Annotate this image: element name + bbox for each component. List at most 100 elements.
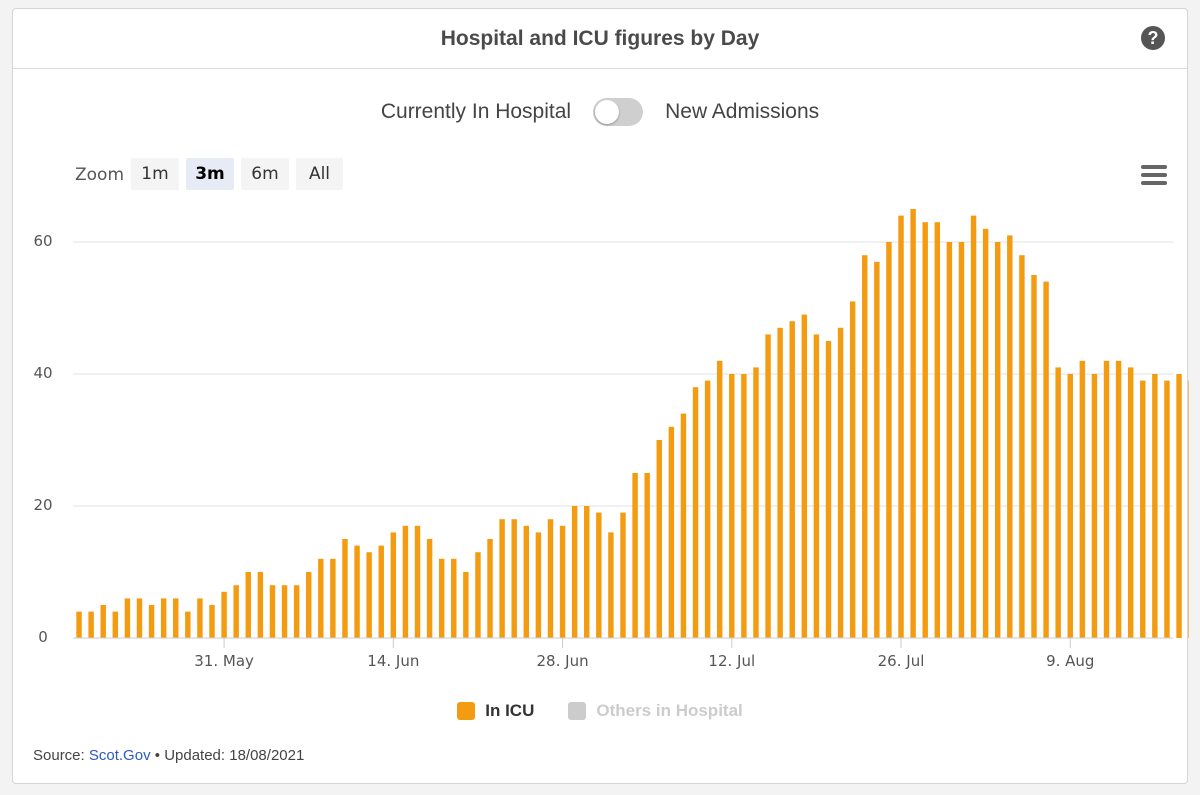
- zoom-6m-button[interactable]: 6m: [241, 158, 289, 190]
- export-menu-icon[interactable]: [1141, 165, 1167, 185]
- icu-bar[interactable]: [378, 545, 384, 638]
- icu-bar[interactable]: [982, 228, 989, 639]
- icu-bar[interactable]: [233, 585, 239, 638]
- icu-bar[interactable]: [970, 215, 977, 638]
- icu-bar[interactable]: [729, 374, 735, 638]
- icu-bar[interactable]: [330, 558, 336, 638]
- icu-bar[interactable]: [862, 255, 868, 638]
- icu-bar[interactable]: [777, 327, 783, 638]
- icu-bar[interactable]: [886, 242, 892, 638]
- icu-bar[interactable]: [1140, 380, 1146, 638]
- icu-bar[interactable]: [1055, 367, 1061, 638]
- icu-bar[interactable]: [112, 611, 119, 638]
- icu-bar[interactable]: [741, 374, 747, 638]
- icu-bar[interactable]: [173, 598, 179, 638]
- icu-bar[interactable]: [499, 519, 505, 638]
- icu-bar[interactable]: [475, 552, 481, 638]
- toggle-right-label[interactable]: New Admissions: [665, 100, 820, 123]
- icu-bar[interactable]: [1079, 360, 1086, 638]
- icu-bar[interactable]: [813, 334, 820, 638]
- icu-bar[interactable]: [209, 605, 215, 638]
- icu-bar[interactable]: [305, 572, 312, 638]
- icu-bar[interactable]: [1188, 380, 1189, 638]
- icu-bar[interactable]: [1007, 235, 1013, 638]
- icu-bar[interactable]: [197, 598, 203, 638]
- icu-bar[interactable]: [801, 314, 808, 638]
- icu-bar[interactable]: [620, 512, 626, 638]
- icu-bar[interactable]: [571, 506, 578, 638]
- icu-bar[interactable]: [765, 334, 771, 638]
- icu-bar[interactable]: [100, 605, 106, 638]
- icu-bar[interactable]: [825, 341, 832, 638]
- icu-bar[interactable]: [342, 539, 348, 638]
- icu-bar[interactable]: [354, 545, 360, 638]
- icu-bar[interactable]: [1043, 281, 1049, 638]
- icu-bar[interactable]: [1091, 374, 1098, 638]
- icu-bar[interactable]: [874, 261, 880, 638]
- icu-bar[interactable]: [644, 473, 650, 638]
- help-icon[interactable]: ?: [1141, 26, 1165, 50]
- icu-bar[interactable]: [753, 367, 759, 638]
- icu-bar[interactable]: [934, 222, 941, 638]
- icu-bar[interactable]: [366, 552, 372, 638]
- zoom-3m-button[interactable]: 3m: [186, 158, 234, 190]
- icu-bar[interactable]: [958, 242, 965, 638]
- icu-bar[interactable]: [463, 572, 469, 638]
- source-link[interactable]: Scot.Gov: [88, 747, 151, 764]
- icu-bar[interactable]: [426, 539, 433, 638]
- icu-bar[interactable]: [656, 440, 662, 638]
- icu-bar[interactable]: [124, 598, 131, 638]
- icu-bar[interactable]: [789, 321, 795, 638]
- icu-bar[interactable]: [910, 209, 916, 638]
- icu-bar[interactable]: [680, 413, 687, 638]
- icu-bar[interactable]: [160, 598, 167, 638]
- icu-bar[interactable]: [451, 558, 457, 638]
- icu-bar[interactable]: [898, 215, 904, 638]
- icu-bar[interactable]: [318, 558, 324, 638]
- zoom-1m-button[interactable]: 1m: [131, 158, 179, 190]
- icu-bar[interactable]: [716, 360, 723, 638]
- icu-bar[interactable]: [523, 525, 530, 638]
- toggle-left-label[interactable]: Currently In Hospital: [380, 100, 572, 123]
- icu-bar[interactable]: [837, 327, 844, 638]
- icu-bar[interactable]: [414, 525, 421, 638]
- icu-bar[interactable]: [390, 532, 397, 638]
- icu-bar[interactable]: [438, 558, 445, 638]
- icu-bar[interactable]: [946, 242, 953, 638]
- icu-bar[interactable]: [995, 242, 1001, 638]
- icu-bar[interactable]: [1067, 374, 1073, 638]
- icu-bar[interactable]: [849, 301, 856, 638]
- icu-bar[interactable]: [257, 572, 264, 638]
- icu-bar[interactable]: [487, 539, 493, 638]
- view-toggle-switch[interactable]: [593, 98, 644, 126]
- icu-bar[interactable]: [245, 572, 251, 638]
- icu-bar[interactable]: [269, 585, 276, 638]
- icu-bar[interactable]: [185, 611, 191, 638]
- icu-bar[interactable]: [668, 426, 675, 638]
- icu-bar[interactable]: [608, 532, 614, 638]
- icu-bar[interactable]: [148, 605, 155, 638]
- icu-bar[interactable]: [293, 585, 300, 638]
- icu-bar[interactable]: [632, 473, 638, 638]
- icu-bar[interactable]: [402, 525, 409, 638]
- zoom-all-button[interactable]: All: [296, 158, 343, 190]
- icu-bar[interactable]: [1176, 374, 1182, 638]
- legend-item-others-in-hospital[interactable]: Others in Hospital: [568, 701, 743, 721]
- icu-bar[interactable]: [1127, 367, 1134, 638]
- legend-item-in-icu[interactable]: In ICU: [457, 701, 534, 721]
- icu-bar[interactable]: [88, 611, 94, 638]
- icu-bar[interactable]: [1164, 380, 1170, 638]
- icu-bar[interactable]: [1115, 360, 1122, 638]
- icu-bar[interactable]: [584, 506, 590, 638]
- icu-bar[interactable]: [596, 512, 602, 638]
- icu-bar[interactable]: [1152, 374, 1158, 638]
- icu-bar[interactable]: [535, 532, 542, 638]
- icu-bar[interactable]: [281, 585, 288, 638]
- icu-bar[interactable]: [704, 380, 711, 638]
- icu-bar[interactable]: [76, 611, 82, 638]
- icu-bar[interactable]: [221, 591, 227, 638]
- icu-bar[interactable]: [511, 519, 517, 638]
- icu-bar[interactable]: [1019, 255, 1025, 638]
- icu-bar[interactable]: [692, 387, 699, 638]
- icu-bar[interactable]: [1031, 275, 1037, 638]
